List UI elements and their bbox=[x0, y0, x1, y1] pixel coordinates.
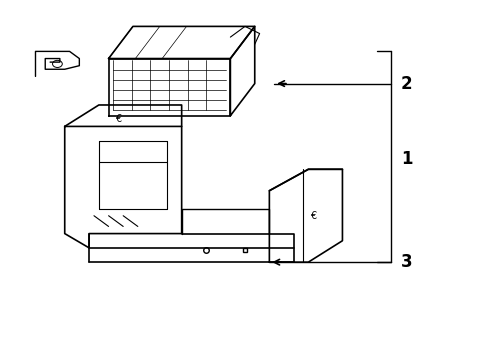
Text: 1: 1 bbox=[401, 149, 413, 167]
Text: €: € bbox=[310, 211, 316, 221]
Text: 3: 3 bbox=[401, 253, 413, 271]
Text: €: € bbox=[115, 114, 122, 124]
Text: 2: 2 bbox=[401, 75, 413, 93]
